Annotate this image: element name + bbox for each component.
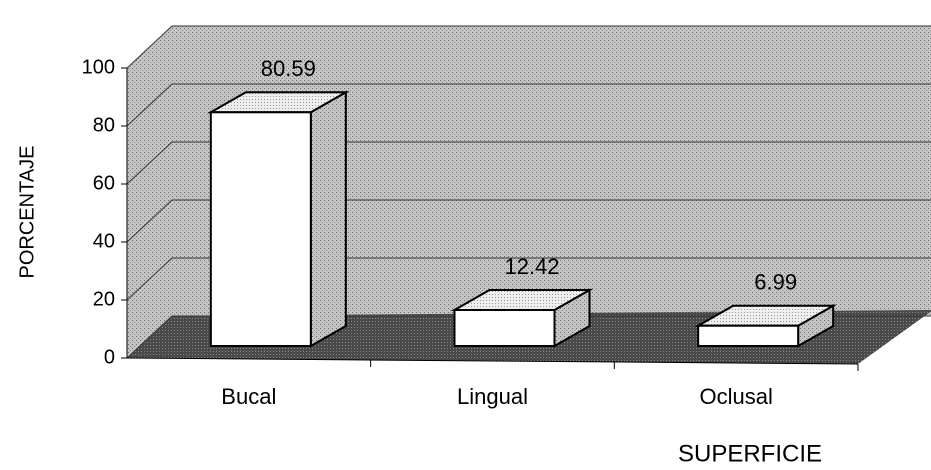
grid-line [126, 199, 931, 243]
x-axis [126, 357, 859, 365]
grid-line [126, 315, 931, 359]
y-tick-label: 80 [93, 114, 115, 136]
bar-front [697, 324, 800, 348]
data-label: 12.42 [504, 254, 559, 279]
side-wall [127, 26, 172, 358]
bar [450, 288, 594, 348]
y-tick-label: 40 [93, 230, 115, 252]
bar [694, 304, 837, 348]
y-tick-label: 20 [93, 288, 115, 310]
data-label: 80.59 [261, 56, 316, 81]
grid-line [126, 141, 931, 185]
y-tick-label: 100 [82, 56, 115, 78]
bar-front [209, 111, 312, 347]
grid-line [126, 83, 931, 127]
grid-line [126, 257, 931, 301]
data-label: 6.99 [754, 270, 797, 295]
x-axis-title: SUPERFICIE [678, 440, 822, 467]
y-axis-title: PORCENTAJE [16, 146, 38, 279]
x-tick-label: Oclusal [699, 384, 772, 409]
back-wall [172, 26, 931, 316]
grid-line [126, 25, 931, 69]
bar [207, 90, 350, 348]
x-tick-label: Bucal [221, 384, 276, 409]
y-tick-label: 0 [104, 346, 115, 368]
y-tick-label: 60 [93, 172, 115, 194]
bar-side [309, 90, 347, 348]
x-tick-label: Lingual [457, 384, 528, 409]
bar-front [453, 308, 556, 347]
